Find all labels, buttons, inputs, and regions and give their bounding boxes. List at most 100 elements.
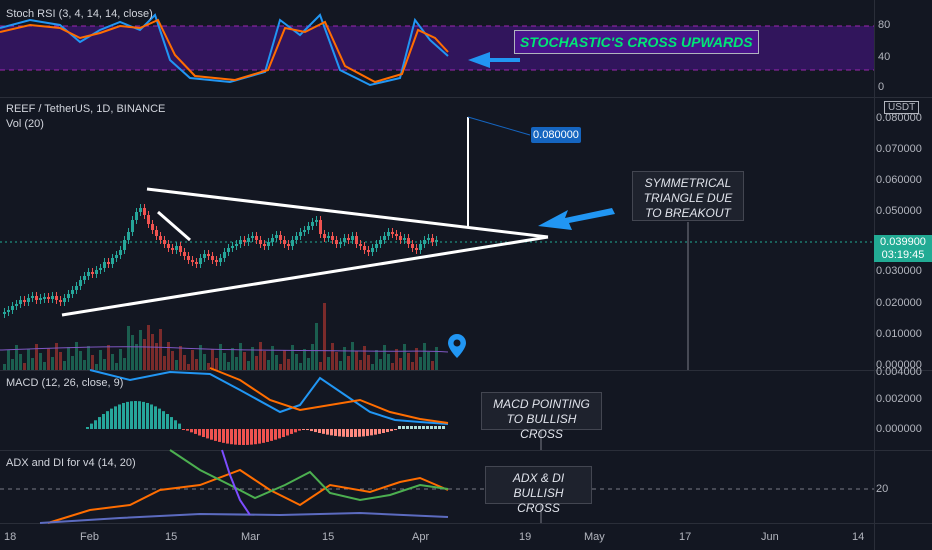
- macd-histogram-bar: [174, 420, 177, 429]
- adx-axis-tick: 20: [876, 483, 889, 495]
- volume-bar: [327, 357, 330, 370]
- target-price-label[interactable]: 0.080000: [531, 127, 581, 143]
- macd-histogram-bar: [274, 429, 277, 440]
- candle-body: [127, 232, 130, 240]
- volume-bar: [155, 343, 158, 370]
- panel-divider[interactable]: [0, 450, 932, 451]
- volume-bar: [71, 356, 74, 370]
- candle-body: [347, 238, 350, 240]
- volume-bar: [295, 354, 298, 370]
- macd-histogram-bar: [374, 429, 377, 435]
- macd-histogram-bar: [314, 429, 317, 433]
- macd-histogram-bar: [294, 429, 297, 433]
- macd-histogram-bar: [318, 429, 321, 433]
- candle-body: [359, 244, 362, 246]
- candle-body: [431, 238, 434, 242]
- volume-bar: [419, 357, 422, 370]
- macd-histogram-bar: [342, 429, 345, 437]
- macd-histogram-bar: [326, 429, 329, 435]
- volume-bar: [275, 355, 278, 370]
- macd-histogram-bar: [382, 429, 385, 433]
- volume-bar: [367, 355, 370, 370]
- volume-bar: [331, 343, 334, 370]
- panel-divider[interactable]: [0, 97, 932, 98]
- candle-body: [279, 235, 282, 240]
- stoch-callout[interactable]: STOCHASTIC'S CROSS UPWARDS: [514, 30, 759, 54]
- candle-body: [195, 262, 198, 264]
- candle-body: [427, 238, 430, 240]
- macd-histogram-bar: [218, 429, 221, 442]
- volume-bar: [79, 351, 82, 370]
- candle-body: [215, 260, 218, 262]
- volume-bar: [247, 361, 250, 370]
- macd-histogram-bar: [150, 404, 153, 429]
- macd-histogram-bar: [106, 411, 109, 429]
- candle-body: [303, 230, 306, 232]
- candle-body: [339, 242, 342, 244]
- volume-bar: [379, 359, 382, 370]
- macd-histogram-bar: [322, 429, 325, 434]
- macd-histogram-bar: [142, 401, 145, 429]
- price-tick: 0.080000: [876, 112, 922, 124]
- price-tick: 0.070000: [876, 143, 922, 155]
- candle-body: [187, 256, 190, 260]
- volume-bar: [51, 357, 54, 370]
- macd-histogram-bar: [238, 429, 241, 445]
- volume-bar: [407, 353, 410, 370]
- panel-divider[interactable]: [0, 370, 932, 371]
- candle-body: [235, 244, 238, 246]
- volume-bar: [415, 348, 418, 370]
- macd-histogram-bar: [370, 429, 373, 436]
- time-tick: Jun: [761, 531, 779, 543]
- volume-bar: [147, 325, 150, 370]
- macd-histogram-bar: [438, 426, 441, 429]
- candle-body: [315, 220, 318, 222]
- candle-body: [203, 254, 206, 258]
- time-tick: 19: [519, 531, 532, 543]
- candle-body: [163, 240, 166, 244]
- current-price-tag: 0.039900 03:19:45: [874, 235, 932, 262]
- candle-body: [311, 222, 314, 226]
- adx-callout[interactable]: ADX & DI BULLISH CROSS: [485, 466, 592, 515]
- macd-axis-tick: 0.002000: [876, 393, 922, 405]
- volume-bar: [283, 350, 286, 370]
- macd-histogram-bar: [230, 429, 233, 445]
- panel-divider[interactable]: [0, 523, 932, 524]
- candle-body: [67, 294, 70, 298]
- volume-bar: [307, 358, 310, 370]
- volume-bar: [207, 363, 210, 370]
- volume-bar: [315, 323, 318, 370]
- volume-bar: [123, 358, 126, 370]
- candle-body: [251, 236, 254, 238]
- macd-histogram-bar: [194, 429, 197, 434]
- stoch-axis-tick: 40: [878, 51, 891, 63]
- candle-body: [407, 238, 410, 244]
- candle-body: [23, 300, 26, 302]
- volume-bar: [187, 364, 190, 370]
- candle-body: [43, 297, 46, 299]
- candle-body: [307, 226, 310, 230]
- volume-bar: [131, 335, 134, 370]
- triangle-callout[interactable]: SYMMETRICAL TRIANGLE DUE TO BREAKOUT: [632, 171, 744, 221]
- macd-histogram-bar: [414, 426, 417, 429]
- stoch-title: Stoch RSI (3, 4, 14, 14, close): [6, 8, 153, 20]
- macd-callout[interactable]: MACD POINTING TO BULLISH CROSS: [481, 392, 602, 441]
- location-pin-icon: [448, 334, 466, 358]
- volume-bar: [55, 343, 58, 370]
- macd-histogram-bar: [298, 429, 301, 431]
- candle-body: [83, 276, 86, 280]
- candle-body: [271, 238, 274, 242]
- volume-bar: [115, 363, 118, 370]
- symbol-title[interactable]: REEF / TetherUS, 1D, BINANCE: [6, 103, 166, 115]
- candle-body: [75, 286, 78, 290]
- macd-histogram-bar: [398, 426, 401, 429]
- currency-button[interactable]: USDT: [884, 101, 920, 114]
- candle-body: [39, 298, 42, 300]
- stoch-axis-tick: 0: [878, 81, 885, 93]
- volume-bar: [135, 344, 138, 370]
- macd-histogram-bar: [102, 414, 105, 429]
- candle-body: [35, 296, 38, 300]
- macd-histogram-bar: [94, 420, 97, 429]
- macd-line: [89, 369, 449, 425]
